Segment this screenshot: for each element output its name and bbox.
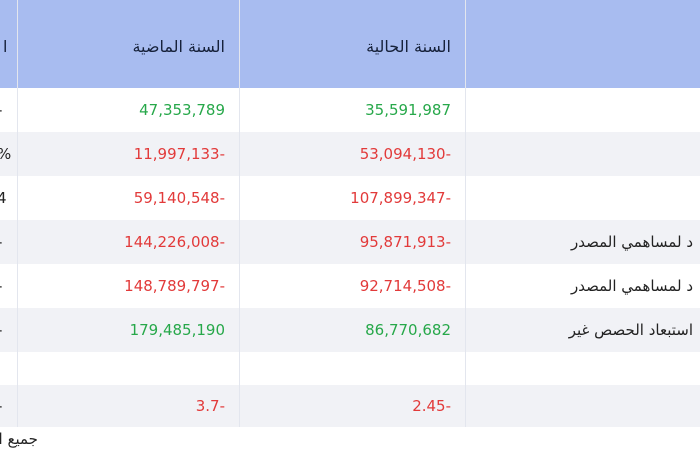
header-item — [466, 0, 700, 88]
header-edge-cell: l — [0, 0, 18, 88]
row-label — [466, 88, 700, 132]
row-edge: - — [0, 88, 18, 132]
current-year-value — [240, 352, 466, 385]
previous-year-value: 148,789,797- — [18, 264, 240, 308]
row-edge — [0, 352, 18, 385]
current-year-value: 86,770,682 — [240, 308, 466, 352]
current-year-value: 53,094,130- — [240, 132, 466, 176]
row-edge: % — [0, 132, 18, 176]
header-current-year-label: السنة الحالية — [366, 36, 451, 56]
current-year-value: 2.45- — [240, 385, 466, 427]
current-year-value: 92,714,508- — [240, 264, 466, 308]
row-edge: - — [0, 264, 18, 308]
financial-table: l السنة الماضية السنة الحالية - 47,353,7… — [0, 0, 700, 427]
previous-year-value — [18, 352, 240, 385]
row-edge: 4 — [0, 176, 18, 220]
header-current-year: السنة الحالية — [240, 0, 466, 88]
row-label — [466, 176, 700, 220]
current-year-value: 107,899,347- — [240, 176, 466, 220]
previous-year-value: 3.7- — [18, 385, 240, 427]
row-label — [466, 352, 700, 385]
current-year-value: 95,871,913- — [240, 220, 466, 264]
row-label: استبعاد الحصص غير — [466, 308, 700, 352]
footer-note-text: جميع الأ — [0, 430, 38, 448]
previous-year-value: 47,353,789 — [18, 88, 240, 132]
header-previous-year: السنة الماضية — [18, 0, 240, 88]
row-label: د لمساهمي المصدر — [466, 220, 700, 264]
row-label — [466, 132, 700, 176]
row-label — [466, 385, 700, 427]
header-previous-year-label: السنة الماضية — [132, 36, 225, 56]
current-year-value: 35,591,987 — [240, 88, 466, 132]
previous-year-value: 11,997,133- — [18, 132, 240, 176]
row-edge: - — [0, 308, 18, 352]
previous-year-value: 144,226,008- — [18, 220, 240, 264]
footer-note: جميع الأ — [0, 430, 60, 450]
row-edge: - — [0, 220, 18, 264]
previous-year-value: 179,485,190 — [18, 308, 240, 352]
header-edge-text: l — [3, 36, 8, 56]
previous-year-value: 59,140,548- — [18, 176, 240, 220]
row-label: د لمساهمي المصدر — [570, 277, 693, 295]
row-edge: - — [0, 385, 18, 427]
